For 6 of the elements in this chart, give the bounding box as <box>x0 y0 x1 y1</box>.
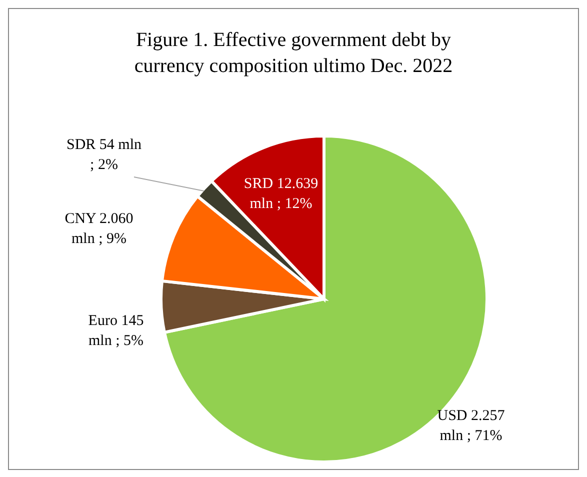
slice-label: CNY 2.060 mln ; 9% <box>64 211 134 247</box>
slice-label: SRD 12.639 mln ; 12% <box>244 176 318 212</box>
slice-label: USD 2.257 mln ; 71% <box>437 408 506 444</box>
chart-title: Figure 1. Effective government debt by currency composition ultimo Dec. 2022 <box>133 28 454 79</box>
slice-label: SDR 54 mln ; 2% <box>66 137 142 173</box>
slice-label: Euro 145 mln ; 5% <box>88 313 144 349</box>
